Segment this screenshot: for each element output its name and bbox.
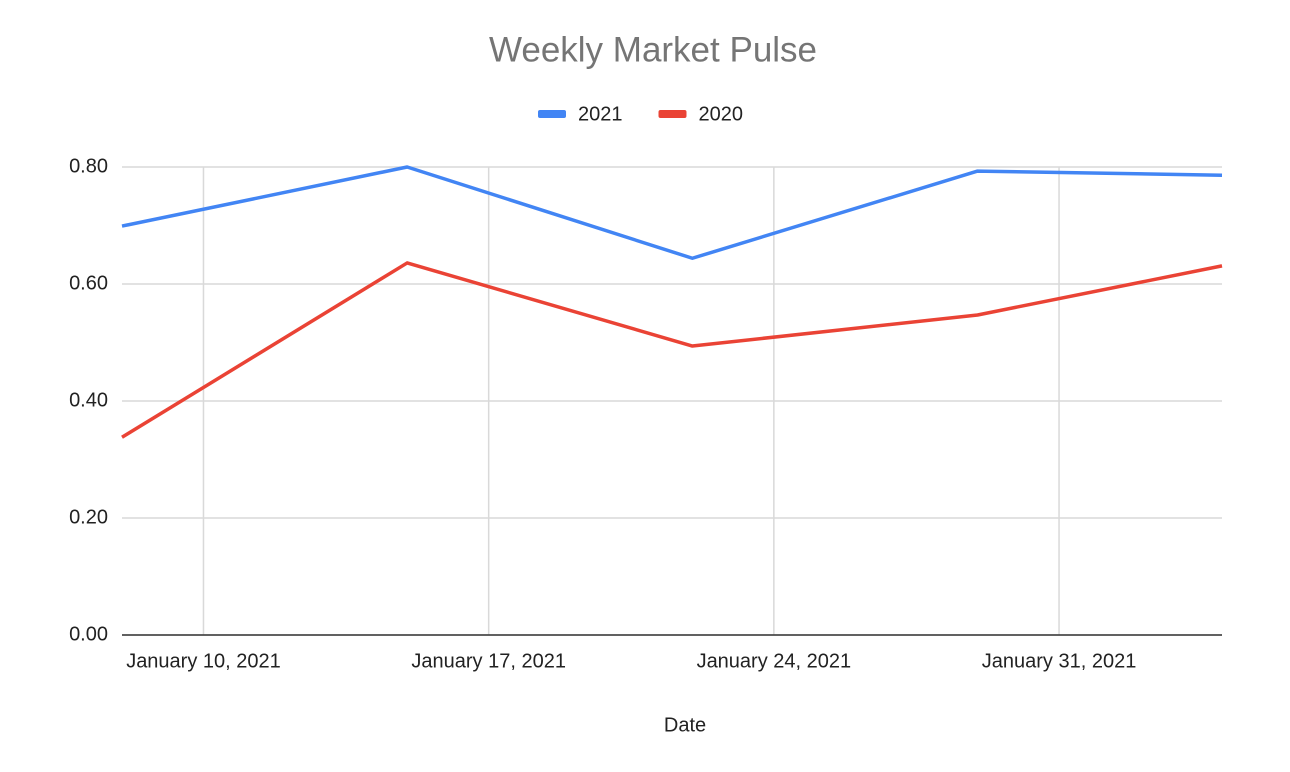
y-tick-label: 0.00 <box>69 623 108 645</box>
legend-swatch <box>658 110 687 118</box>
series-line <box>121 261 1223 439</box>
x-tick-label: January 31, 2021 <box>982 650 1137 672</box>
x-tick-label: January 10, 2021 <box>126 650 281 672</box>
chart-title: Weekly Market Pulse <box>489 30 817 69</box>
y-tick-label: 0.80 <box>69 155 108 177</box>
legend-label: 2020 <box>699 103 744 125</box>
y-tick-label: 0.40 <box>69 389 108 411</box>
series-line <box>121 165 1223 261</box>
x-tick-label: January 24, 2021 <box>697 650 852 672</box>
legend-label: 2021 <box>578 103 623 125</box>
y-tick-label: 0.20 <box>69 506 108 528</box>
y-tick-label: 0.60 <box>69 272 108 294</box>
x-axis-label: Date <box>664 714 706 736</box>
legend-swatch <box>538 110 566 118</box>
x-tick-label: January 17, 2021 <box>411 650 566 672</box>
